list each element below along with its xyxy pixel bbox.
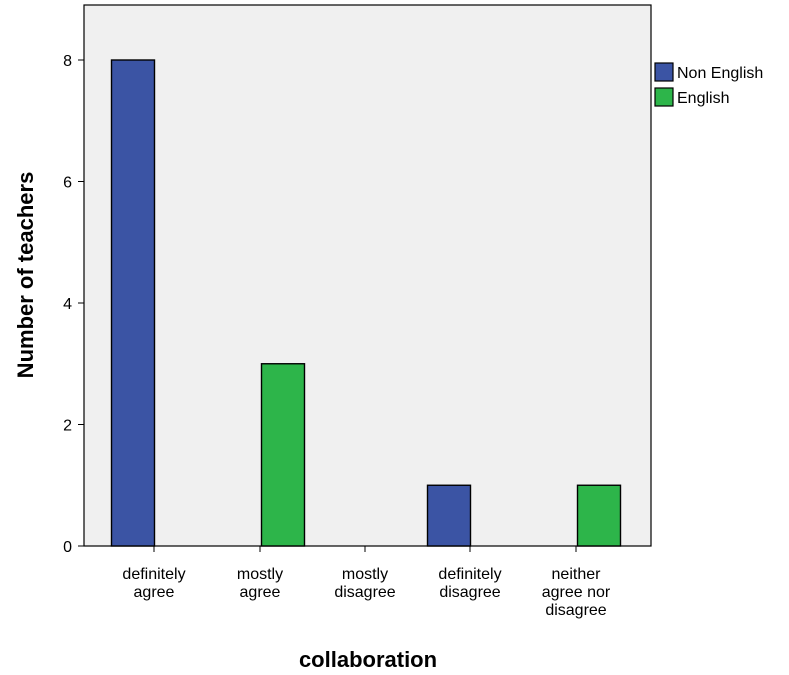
bar-non-english bbox=[426, 484, 472, 547]
y-tick-label: 2 bbox=[63, 418, 72, 435]
x-category-label: neither agree nor disagree bbox=[542, 566, 611, 619]
y-tick-label: 6 bbox=[63, 175, 72, 192]
x-category-label: definitely disagree bbox=[438, 566, 501, 601]
legend-swatch bbox=[654, 87, 674, 107]
x-category-label: mostly disagree bbox=[334, 566, 395, 601]
legend-swatch bbox=[654, 62, 674, 82]
plot-area bbox=[83, 4, 652, 547]
y-axis: 0 2 4 6 8 bbox=[63, 53, 84, 556]
bar-english bbox=[260, 363, 306, 547]
y-tick-label: 8 bbox=[63, 53, 72, 70]
bars bbox=[110, 59, 622, 547]
legend: Non English English bbox=[654, 62, 763, 107]
x-axis: definitely agree mostly agree mostly disagree… bbox=[122, 546, 611, 619]
legend-label: English bbox=[677, 90, 729, 107]
bar-english bbox=[576, 484, 622, 547]
y-tick-label: 4 bbox=[63, 296, 72, 313]
y-tick-label: 0 bbox=[63, 539, 72, 556]
legend-label: Non English bbox=[677, 65, 763, 82]
x-category-label: definitely agree bbox=[122, 566, 185, 601]
bar-non-english bbox=[110, 59, 156, 547]
x-category-label: mostly agree bbox=[237, 566, 283, 601]
y-axis-title: Number of teachers bbox=[13, 172, 38, 379]
x-axis-title: collaboration bbox=[299, 647, 437, 672]
